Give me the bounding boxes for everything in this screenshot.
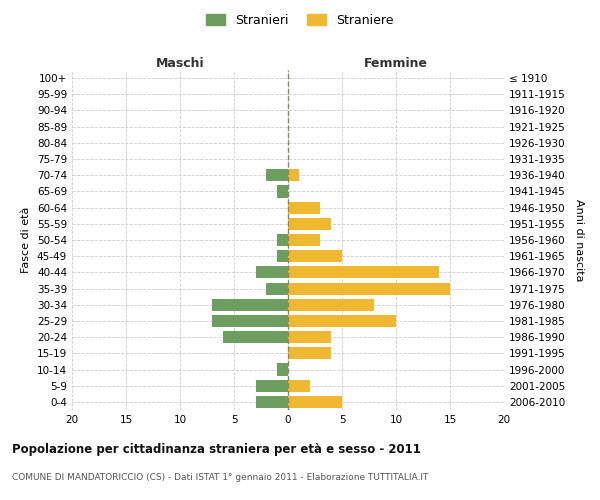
Bar [223,331,288,343]
Bar [256,380,288,392]
Bar [212,315,288,327]
Bar [256,266,288,278]
Bar [277,364,288,376]
Text: Maschi: Maschi [155,57,205,70]
Bar [277,250,288,262]
Bar [288,218,331,230]
Bar [288,348,331,360]
Bar [266,282,288,294]
Bar [288,396,342,408]
Bar [277,234,288,246]
Bar [288,380,310,392]
Bar [288,282,450,294]
Bar [212,298,288,311]
Bar [288,331,331,343]
Bar [288,202,320,213]
Legend: Stranieri, Straniere: Stranieri, Straniere [202,8,398,32]
Text: Femmine: Femmine [364,57,428,70]
Bar [288,266,439,278]
Bar [266,169,288,181]
Bar [288,250,342,262]
Bar [256,396,288,408]
Bar [288,234,320,246]
Bar [288,315,396,327]
Text: COMUNE DI MANDATORICCIO (CS) - Dati ISTAT 1° gennaio 2011 - Elaborazione TUTTITA: COMUNE DI MANDATORICCIO (CS) - Dati ISTA… [12,472,428,482]
Bar [277,186,288,198]
Text: Popolazione per cittadinanza straniera per età e sesso - 2011: Popolazione per cittadinanza straniera p… [12,442,421,456]
Y-axis label: Fasce di età: Fasce di età [22,207,31,273]
Bar [288,169,299,181]
Bar [288,298,374,311]
Y-axis label: Anni di nascita: Anni di nascita [574,198,584,281]
